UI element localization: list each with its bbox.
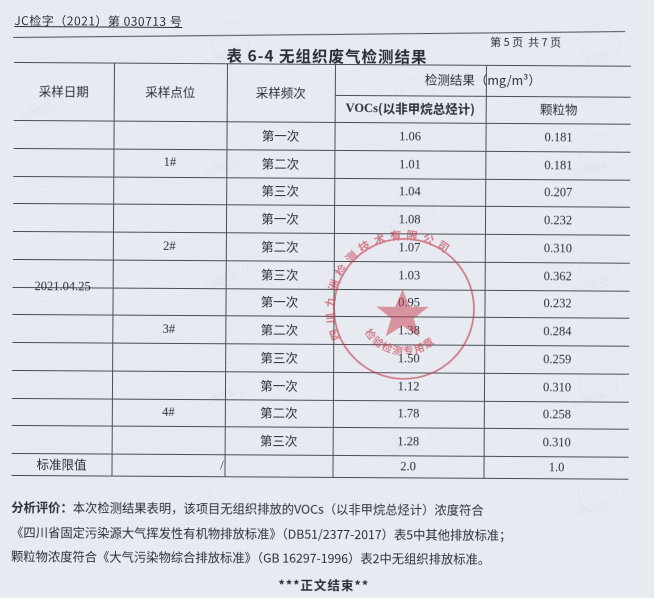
svg-text:检验检测专用章: 检验检测专用章 (361, 326, 438, 360)
